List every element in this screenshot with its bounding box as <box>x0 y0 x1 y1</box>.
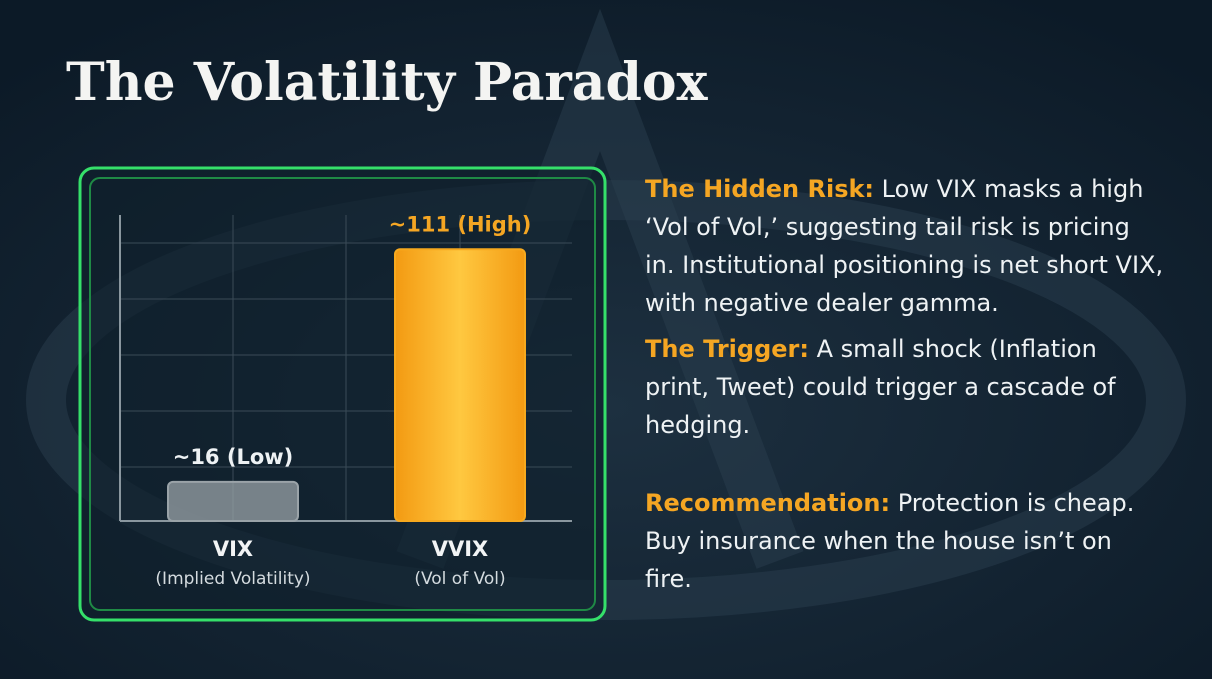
value-label: ~111 (High) <box>389 212 532 236</box>
value-label: ~16 (Low) <box>173 445 294 469</box>
note: Recommendation: Protection is cheap. Buy… <box>645 484 1165 598</box>
note-heading: The Hidden Risk: <box>645 175 874 203</box>
notes: The Hidden Risk: Low VIX masks a high ‘V… <box>645 170 1165 606</box>
x-tick-label: VVIX <box>432 537 489 561</box>
x-tick-label: VIX <box>213 537 253 561</box>
page: The Volatility Paradox ~16 (Low) VIX (Impl… <box>0 0 1212 679</box>
note: The Hidden Risk: Low VIX masks a high ‘V… <box>645 170 1165 322</box>
note-heading: The Trigger: <box>645 335 809 363</box>
note: The Trigger: A small shock (Inflation pr… <box>645 330 1165 444</box>
note-heading: Recommendation: <box>645 489 890 517</box>
chart-title: The Volatility Paradox <box>66 52 709 113</box>
bar <box>395 249 525 521</box>
bar <box>168 482 298 521</box>
category-note: (Vol of Vol) <box>414 569 505 589</box>
category-note: (Implied Volatility) <box>155 569 310 589</box>
